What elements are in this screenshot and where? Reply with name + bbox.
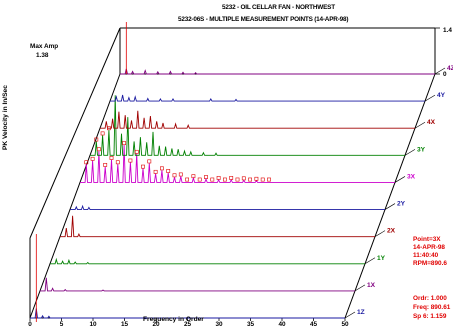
- harmonic-marker-21: [210, 177, 215, 182]
- trace-label-2Y: 2Y: [397, 201, 406, 208]
- harmonic-marker-30: [267, 177, 271, 182]
- info-spec: Sp 6: 1.159: [413, 313, 447, 320]
- harmonic-marker-6: [115, 160, 120, 165]
- harmonic-marker-25: [235, 177, 240, 182]
- harmonic-marker-22: [216, 176, 221, 180]
- harmonic-marker-11: [147, 159, 152, 164]
- trace-3X: [80, 145, 395, 183]
- x-tick-label-5: 25: [184, 321, 192, 326]
- harmonic-marker-5: [109, 156, 114, 160]
- harmonic-marker-16: [178, 172, 183, 177]
- harmonic-marker-3: [97, 147, 101, 152]
- harmonic-marker-13: [160, 166, 164, 171]
- harmonic-marker-2: [90, 156, 95, 161]
- trace-leader-2Y: [384, 203, 396, 210]
- harmonic-marker-14: [166, 169, 171, 173]
- x-tick-label-7: 35: [247, 321, 255, 326]
- x-tick-label-1: 5: [60, 321, 64, 326]
- x-axis-label: Frequency in Order: [143, 316, 204, 323]
- max-amp-label: Max Amp: [30, 43, 59, 50]
- harmonic-marker-7: [122, 141, 127, 146]
- trace-label-1X: 1X: [367, 282, 376, 289]
- info-time: 11:40:40: [413, 252, 439, 259]
- harmonic-marker-27: [248, 177, 253, 182]
- trace-label-3Y: 3Y: [417, 146, 426, 153]
- info-point: Point=3X: [413, 236, 441, 243]
- harmonic-marker-20: [204, 175, 208, 179]
- x-tick-label-8: 40: [278, 321, 286, 326]
- max-amp-value: 1.38: [36, 52, 49, 59]
- harmonic-marker-1: [84, 160, 89, 165]
- harmonic-marker-23: [223, 177, 227, 182]
- x-tick-label-10: 50: [341, 321, 349, 326]
- info-ordr: Ordr: 1.000: [413, 295, 447, 302]
- trace-leader-1Z: [344, 311, 356, 319]
- trace-leader-4X: [414, 121, 426, 129]
- harmonic-marker-24: [229, 176, 234, 180]
- harmonic-marker-29: [260, 177, 265, 182]
- x-tick-label-0: 0: [28, 321, 32, 326]
- harmonic-marker-8: [128, 158, 133, 163]
- harmonic-marker-3y-1: [94, 137, 99, 142]
- trace-4Y: [110, 94, 425, 102]
- trace-4X: [100, 110, 415, 129]
- x-tick-label-4: 20: [152, 321, 160, 326]
- chart-title-line2: 5232-06S - MULTIPLE MEASUREMENT POINTS (…: [178, 16, 349, 23]
- harmonic-marker-18: [191, 174, 196, 179]
- info-rpm: RPM=890.6: [413, 260, 447, 267]
- info-freq: Freq: 890.61: [413, 304, 451, 311]
- trace-leader-2X: [374, 230, 386, 237]
- trace-label-4Z: 4Z: [447, 65, 453, 72]
- harmonic-marker-17: [185, 177, 190, 182]
- harmonic-marker-28: [254, 176, 259, 181]
- x-tick-label-9: 45: [310, 321, 318, 326]
- depth-axis-left: [29, 73, 121, 319]
- harmonic-marker-10: [141, 164, 145, 169]
- trace-leader-4Y: [424, 94, 436, 102]
- trace-label-1Z: 1Z: [357, 309, 365, 316]
- trace-1Y: [50, 257, 365, 265]
- x-tick-label-6: 30: [215, 321, 223, 326]
- depth-axis-right: [344, 73, 436, 319]
- trace-label-4X: 4X: [427, 119, 436, 126]
- z-tick-0: 0: [443, 71, 447, 78]
- trace-3Y: [90, 95, 405, 156]
- trace-label-4Y: 4Y: [437, 92, 446, 99]
- info-date: 14-APR-98: [413, 244, 445, 251]
- trace-leader-1Y: [364, 257, 376, 265]
- trace-label-3X: 3X: [407, 173, 416, 180]
- harmonic-marker-3y-3: [107, 126, 111, 131]
- trace-2X: [60, 215, 375, 238]
- trace-1X: [40, 277, 355, 292]
- trace-leader-3X: [394, 176, 406, 183]
- harmonic-marker-9: [134, 149, 139, 154]
- harmonic-marker-26: [241, 176, 246, 181]
- trace-leader-1X: [354, 284, 366, 292]
- trace-leader-3Y: [404, 149, 416, 156]
- harmonic-marker-4: [103, 162, 108, 167]
- trace-label-1Y: 1Y: [377, 255, 386, 262]
- harmonic-marker-19: [197, 177, 202, 182]
- z-tick-1: 1.4: [443, 27, 452, 34]
- chart-title-line1: 5232 - OIL CELLAR FAN - NORTHWEST: [222, 4, 335, 11]
- harmonic-marker-12: [153, 169, 158, 174]
- x-tick-label-2: 10: [89, 321, 97, 326]
- trace-2Y: [70, 204, 385, 211]
- top-left-edge: [29, 27, 121, 239]
- harmonic-marker-15: [172, 173, 177, 178]
- trace-4Z: [120, 68, 435, 75]
- x-tick-label-3: 15: [121, 321, 129, 326]
- y-axis-label: PK Velocity in In/Sec: [2, 85, 9, 150]
- trace-leader-4Z: [434, 67, 446, 75]
- trace-label-2X: 2X: [387, 228, 396, 235]
- harmonic-marker-3y-2: [100, 131, 105, 136]
